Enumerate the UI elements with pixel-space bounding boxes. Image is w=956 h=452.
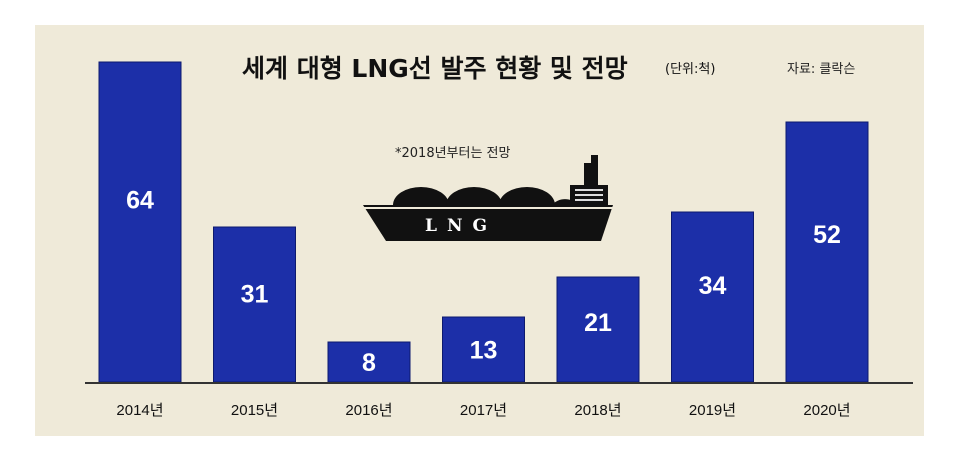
bar-2017년 xyxy=(442,316,525,383)
bar-value-label: 34 xyxy=(699,272,727,300)
bars-layer: 64 31 8 13 21 34 52 xyxy=(98,61,869,383)
bar-value-label: 52 xyxy=(813,221,841,249)
chart-panel: 64 31 8 13 21 34 52 LNG 세계 대형 LNG선 발주 현황 및 전망 … xyxy=(35,25,924,436)
bar-2015년 xyxy=(213,226,296,383)
bar-value-label: 13 xyxy=(470,337,498,365)
bar-2016년 xyxy=(327,341,411,383)
bar-2020년 xyxy=(785,121,869,383)
bar-value-label: 21 xyxy=(584,309,612,337)
x-tick-label: 2020년 xyxy=(803,402,850,419)
x-tick-label: 2016년 xyxy=(345,402,392,419)
forecast-note: *2018년부터는 전망 xyxy=(395,146,511,161)
bar-value-label: 64 xyxy=(126,187,154,215)
bar-value-label: 31 xyxy=(241,281,269,309)
x-tick-label: 2018년 xyxy=(574,402,621,419)
bar-value-label: 8 xyxy=(362,349,376,377)
x-tick-label: 2015년 xyxy=(231,402,278,419)
x-tick-labels: 2014년 2015년 2016년 2017년 2018년 2019년 2020년 xyxy=(116,402,850,419)
x-tick-label: 2019년 xyxy=(689,402,736,419)
ship-label: LNG xyxy=(425,216,497,236)
bar-2018년 xyxy=(556,276,640,383)
x-tick-label: 2014년 xyxy=(116,402,163,419)
x-tick-label: 2017년 xyxy=(460,402,507,419)
bar-2014년 xyxy=(98,61,182,383)
source-label: 자료: 클락슨 xyxy=(787,62,855,77)
lng-ship-icon: LNG xyxy=(363,155,613,241)
unit-label: (단위:척) xyxy=(665,62,715,77)
chart-title: 세계 대형 LNG선 발주 현황 및 전망 xyxy=(242,54,628,83)
bar-2019년 xyxy=(671,211,754,383)
